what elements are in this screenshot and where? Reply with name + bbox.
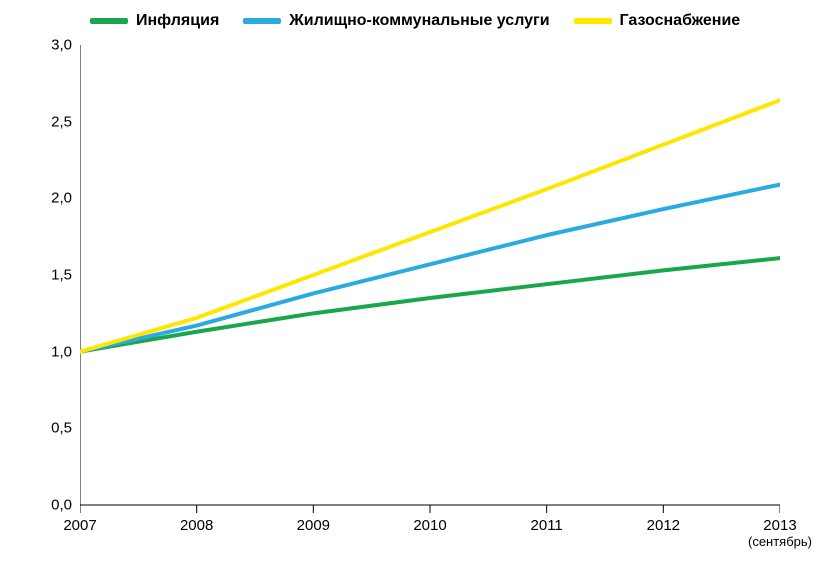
chart-legend: Инфляция Жилищно-коммунальные услуги Газ… [90, 12, 740, 30]
x-tick-label: 2013(сентябрь) [748, 517, 812, 549]
y-tick-label: 0,5 [51, 420, 72, 437]
legend-swatch [243, 18, 281, 24]
y-tick-label: 2,0 [51, 190, 72, 207]
legend-item-utilities: Жилищно-коммунальные услуги [243, 12, 549, 30]
y-tick-label: 3,0 [51, 37, 72, 54]
legend-swatch [574, 18, 612, 24]
legend-item-gas: Газоснабжение [574, 12, 741, 30]
x-tick-label: 2011 [531, 517, 563, 534]
y-tick-label: 0,0 [51, 497, 72, 514]
chart-svg [80, 45, 780, 525]
x-tick-label: 2009 [297, 517, 330, 534]
y-tick-label: 1,5 [51, 267, 72, 284]
y-tick-label: 1,0 [51, 343, 72, 360]
legend-item-inflation: Инфляция [90, 12, 219, 30]
x-tick-label: 2007 [63, 517, 96, 534]
x-tick-label: 2012 [647, 517, 680, 534]
legend-label: Жилищно-коммунальные услуги [289, 12, 549, 30]
x-tick-label: 2010 [413, 517, 446, 534]
x-tick-label: 2008 [180, 517, 213, 534]
legend-label: Инфляция [136, 12, 219, 30]
legend-swatch [90, 18, 128, 24]
chart-plot [80, 45, 780, 505]
legend-label: Газоснабжение [620, 12, 741, 30]
y-tick-label: 2,5 [51, 113, 72, 130]
